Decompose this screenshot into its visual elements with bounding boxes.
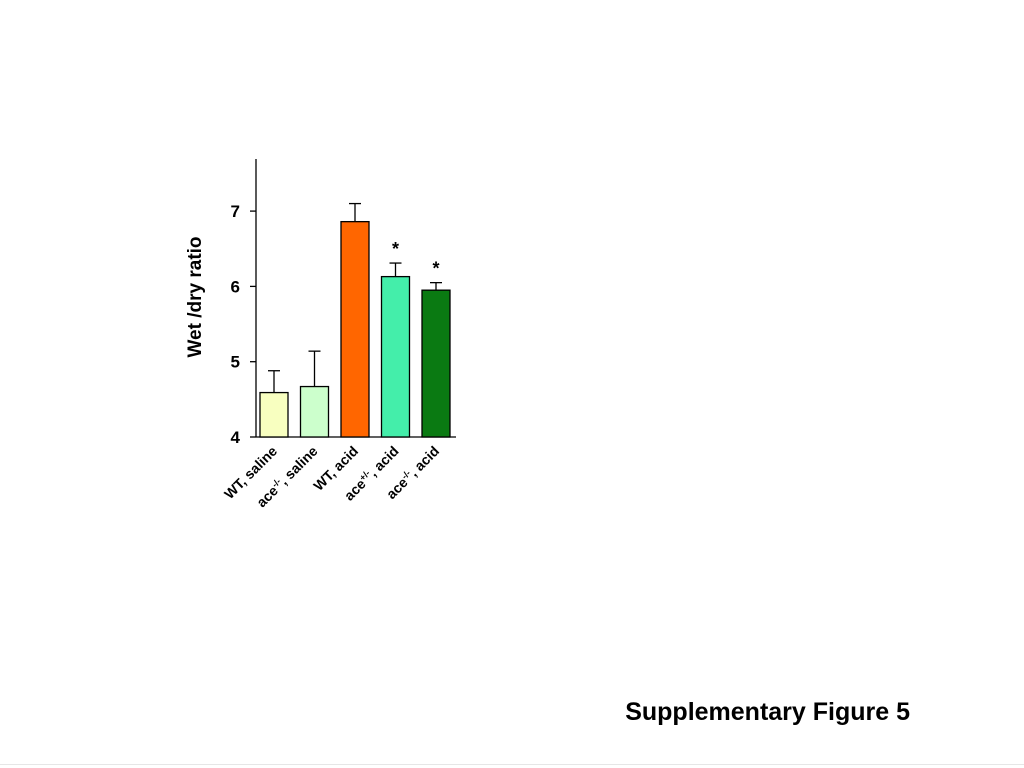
significance-marker: * [392, 239, 399, 259]
bar [380, 275, 411, 438]
y-axis-title: Wet /dry ratio [185, 236, 206, 357]
y-tick-label: 6 [231, 277, 240, 296]
y-tick-label: 7 [231, 202, 240, 221]
significance-marker: * [432, 259, 439, 279]
y-tick-label: 4 [231, 428, 241, 447]
bar [421, 289, 451, 438]
chart-bars [259, 202, 451, 438]
bar [299, 385, 330, 438]
bar [340, 220, 370, 438]
figure-caption: Supplementary Figure 5 [625, 698, 910, 726]
y-tick-label: 5 [231, 353, 240, 372]
bar [259, 391, 289, 438]
bottom-divider [0, 764, 1024, 765]
chart-axes: 4 5 6 7 Wet /dry ratio [185, 159, 456, 447]
